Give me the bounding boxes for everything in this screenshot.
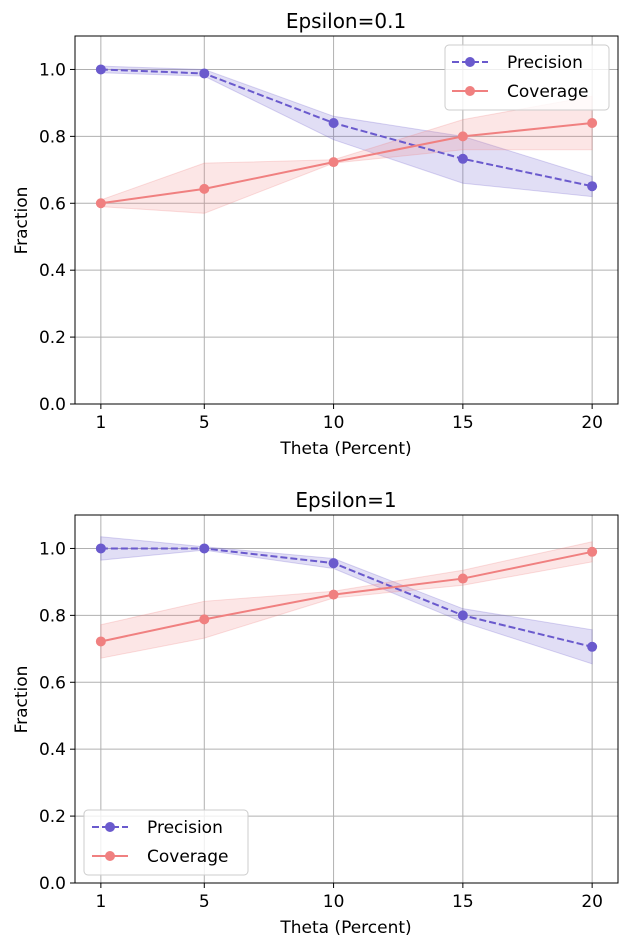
legend-precision-label: Precision [147, 818, 223, 838]
x-tick-label: 15 [452, 892, 474, 912]
y-tick-label: 1.0 [39, 539, 66, 559]
legend: Precision Coverage [83, 809, 249, 876]
ticks: 1 5 10 15 200.00.20.40.60.81.0 [39, 539, 603, 912]
y-tick-label: 0.2 [39, 807, 66, 827]
y-tick-label: 0.0 [39, 395, 66, 415]
coverage-point [457, 573, 468, 584]
coverage-point [199, 614, 210, 625]
coverage-point [587, 546, 598, 557]
y-tick-label: 0.8 [39, 127, 66, 147]
precision-point [199, 68, 210, 79]
precision-point [457, 153, 468, 164]
precision-point [328, 558, 339, 569]
precision-band [100, 65, 593, 198]
coverage-point [457, 131, 468, 142]
chart-title: Epsilon=1 [295, 488, 396, 512]
coverage-point [199, 183, 210, 194]
ticks: 1 5 10 15 200.00.20.40.60.81.0 [39, 60, 603, 433]
series-lines [95, 543, 598, 652]
y-tick-label: 0.4 [39, 261, 66, 281]
legend-precision-marker [105, 822, 115, 832]
y-tick-label: 0.6 [39, 673, 66, 693]
coverage-point [328, 157, 339, 168]
y-tick-label: 1.0 [39, 60, 66, 80]
precision-point [199, 543, 210, 554]
y-tick-label: 0.8 [39, 606, 66, 626]
x-tick-label: 10 [323, 413, 345, 433]
x-tick-label: 10 [323, 892, 345, 912]
coverage-point [95, 198, 106, 209]
precision-point [587, 641, 598, 652]
axes-frame [74, 35, 619, 405]
precision-point [95, 64, 106, 75]
coverage-point [587, 117, 598, 128]
x-tick-label: 5 [199, 413, 210, 433]
axes-frame [74, 514, 619, 884]
precision-band [100, 536, 593, 665]
y-tick-label: 0.6 [39, 194, 66, 214]
legend-coverage-label: Coverage [507, 82, 588, 102]
x-tick-label: 20 [581, 892, 603, 912]
coverage-band [100, 541, 593, 659]
x-tick-label: 1 [95, 413, 106, 433]
x-tick-label: 15 [452, 413, 474, 433]
legend-precision-marker [465, 57, 475, 67]
coverage-point [328, 589, 339, 600]
y-axis-label: Fraction [12, 666, 32, 734]
legend-coverage-marker [105, 851, 115, 861]
x-tick-label: 5 [199, 892, 210, 912]
y-tick-label: 0.2 [39, 328, 66, 348]
x-axis-label: Theta (Percent) [279, 439, 411, 459]
precision-point [587, 181, 598, 192]
subplot-epsilon-1: Epsilon=1 Fraction Theta (Percent) 1 5 10 1… [12, 488, 619, 938]
y-axis-label: Fraction [12, 187, 32, 255]
chart-title: Epsilon=0.1 [286, 9, 406, 33]
precision-point [328, 117, 339, 128]
series-lines [95, 64, 598, 209]
y-tick-label: 0.4 [39, 740, 66, 760]
precision-point [457, 610, 468, 621]
legend-coverage-label: Coverage [147, 847, 228, 867]
coverage-point [95, 636, 106, 647]
x-tick-label: 20 [581, 413, 603, 433]
legend-coverage-marker [465, 86, 475, 96]
x-axis-label: Theta (Percent) [279, 918, 411, 938]
confidence-bands [100, 536, 593, 665]
legend-precision-label: Precision [507, 53, 583, 73]
precision-point [95, 543, 106, 554]
y-tick-label: 0.0 [39, 874, 66, 894]
legend: Precision Coverage [444, 44, 610, 111]
x-tick-label: 1 [95, 892, 106, 912]
